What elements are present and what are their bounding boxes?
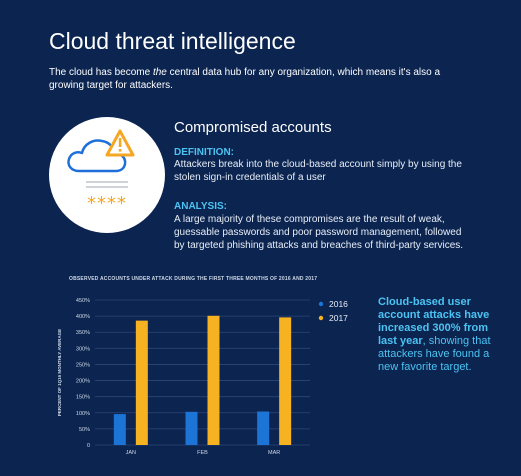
y-tick-label: 100%	[76, 411, 90, 417]
y-tick-label: 200%	[76, 379, 90, 385]
callout-rest: , showing that attackers have found a ne…	[378, 335, 491, 373]
cloud-icon	[67, 139, 127, 173]
legend-label-2017: 2017	[329, 313, 348, 323]
callout-text: Cloud-based user account attacks have in…	[378, 296, 508, 374]
bar-2017-mar	[279, 317, 292, 445]
y-tick-label: 0	[87, 443, 90, 449]
legend-swatch-2017	[318, 315, 324, 321]
compromised-accounts-badge: ****	[49, 117, 165, 233]
warning-icon	[105, 129, 135, 157]
intro-text: The cloud has become the central data hu…	[49, 67, 441, 91]
analysis-label: ANALYSIS:	[174, 201, 227, 212]
y-tick-label: 350%	[76, 330, 90, 336]
y-tick-label: 50%	[79, 427, 90, 433]
chart-title: OBSERVED ACCOUNTS UNDER ATTACK DURING TH…	[69, 276, 318, 282]
x-tick-label: MAR	[268, 450, 280, 456]
analysis-text: A large majority of these compromises ar…	[174, 214, 464, 251]
password-stars-icon: ****	[87, 193, 127, 214]
definition-text: Attackers break into the cloud-based acc…	[174, 159, 462, 183]
badge-divider	[86, 181, 128, 183]
section-title: Compromised accounts	[174, 119, 332, 136]
y-axis-label: PERCENT OF 1Q16 MONTHLY AVERAGE	[57, 329, 62, 416]
y-tick-label: 450%	[76, 298, 90, 304]
bar-2016-jan	[113, 414, 126, 445]
page-title: Cloud threat intelligence	[49, 28, 296, 54]
legend-swatch-2016	[318, 301, 324, 307]
x-tick-label: JAN	[126, 450, 136, 456]
bar-2016-feb	[185, 411, 198, 445]
bar-2017-jan	[135, 320, 148, 445]
badge-divider	[86, 186, 128, 188]
y-tick-label: 400%	[76, 314, 90, 320]
bar-2017-feb	[207, 315, 220, 445]
y-tick-label: 300%	[76, 346, 90, 352]
x-tick-label: FEB	[197, 450, 208, 456]
intro-emphasis: the	[152, 67, 167, 78]
y-tick-label: 250%	[76, 362, 90, 368]
bar-2016-mar	[257, 411, 270, 445]
y-tick-label: 150%	[76, 395, 90, 401]
callout-bold: Cloud-based user account attacks have in…	[378, 296, 490, 347]
definition-label: DEFINITION:	[174, 147, 234, 158]
legend-label-2016: 2016	[329, 299, 348, 309]
